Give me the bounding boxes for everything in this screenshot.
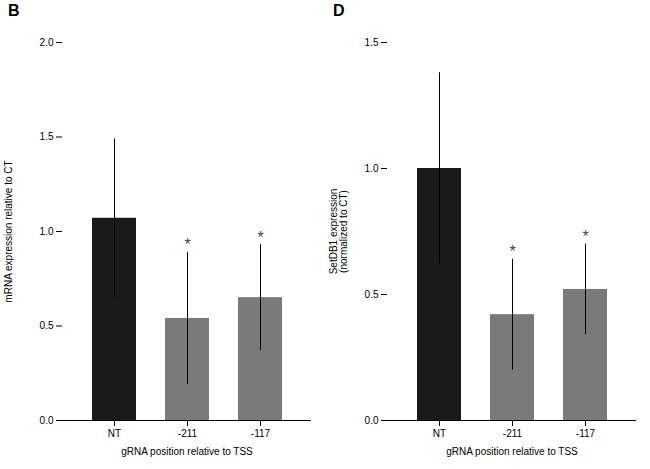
svg-text:-211: -211 xyxy=(503,428,523,439)
svg-text:NT: NT xyxy=(108,428,121,439)
svg-text:*: * xyxy=(582,228,588,245)
svg-text:1.0: 1.0 xyxy=(40,226,54,237)
svg-text:2.0: 2.0 xyxy=(40,37,54,48)
svg-text:mRNA expression relative to CT: mRNA expression relative to CT xyxy=(3,160,14,302)
svg-text:0.5: 0.5 xyxy=(40,320,54,331)
svg-text:SetDB1 expression(normalized t: SetDB1 expression(normalized to CT) xyxy=(328,189,349,275)
html-text:D: D xyxy=(333,2,345,19)
svg-text:-211: -211 xyxy=(178,428,198,439)
svg-text:1.0: 1.0 xyxy=(365,163,379,174)
svg-text:*: * xyxy=(509,243,515,260)
svg-text:gRNA position relative to TSS: gRNA position relative to TSS xyxy=(121,446,253,457)
svg-text:*: * xyxy=(257,229,263,246)
svg-text:0.0: 0.0 xyxy=(365,415,379,426)
svg-text:0.5: 0.5 xyxy=(365,289,379,300)
svg-text:1.5: 1.5 xyxy=(365,37,379,48)
svg-text:0.0: 0.0 xyxy=(40,415,54,426)
html-text:B: B xyxy=(8,2,20,19)
svg-text:-117: -117 xyxy=(576,428,596,439)
svg-text:-117: -117 xyxy=(251,428,271,439)
svg-text:1.5: 1.5 xyxy=(40,131,54,142)
svg-text:NT: NT xyxy=(433,428,446,439)
svg-text:*: * xyxy=(184,236,190,253)
svg-text:gRNA position relative to TSS: gRNA position relative to TSS xyxy=(446,446,578,457)
